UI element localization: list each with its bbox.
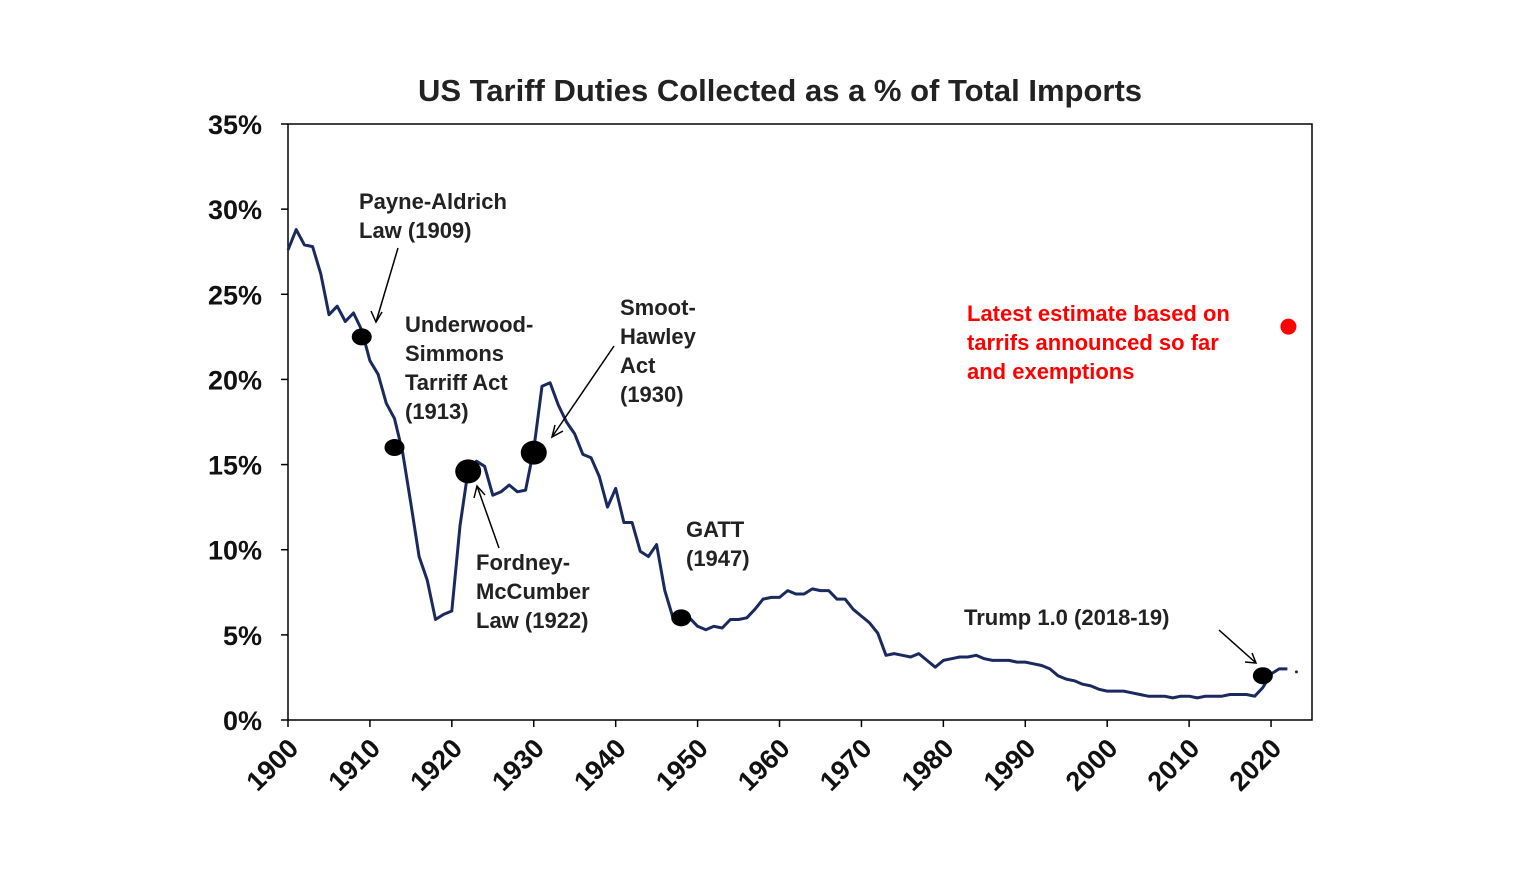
y-tick-label: 10% [208, 536, 262, 566]
series-end-point [1294, 670, 1298, 674]
latest-estimate-dot [1280, 318, 1297, 335]
arrowhead-trump [1244, 652, 1258, 664]
plot-area [287, 123, 1313, 721]
chart-title: US Tariff Duties Collected as a % of Tot… [418, 73, 1142, 108]
annotation-fordney-mccumber: Fordney- McCumber Law (1922) [476, 550, 596, 633]
arrow-trump [1218, 629, 1257, 664]
annotation-smoot-hawley: Smoot- Hawley Act (1930) [620, 295, 702, 407]
x-tick-label: 1960 [732, 733, 796, 797]
y-tick-label: 5% [223, 621, 262, 651]
event-marker [351, 328, 372, 346]
y-tick-label: 25% [208, 280, 262, 310]
y-tick-label: 30% [208, 195, 262, 225]
x-tick-label: 2000 [1060, 733, 1124, 797]
y-tick-label: 0% [223, 706, 262, 736]
arrow-smoot-hawley [551, 345, 615, 438]
arrowhead-fordney-mccumber [473, 484, 486, 499]
arrow-payne-aldrich [375, 247, 399, 323]
y-tick-label: 20% [208, 365, 262, 395]
y-tick-label: 35% [208, 110, 262, 140]
annotation-latest-estimate: Latest estimate based on tarrifs announc… [967, 301, 1236, 384]
series-line [286, 228, 1288, 700]
x-tick-label: 2010 [1142, 733, 1206, 797]
event-marker [1252, 667, 1273, 685]
y-tick-label: 15% [208, 451, 262, 481]
annotation-trump: Trump 1.0 (2018-19) [964, 605, 1169, 630]
annotation-gatt: GATT (1947) [686, 517, 750, 571]
event-marker [384, 439, 405, 457]
event-markers [351, 328, 1298, 685]
event-marker [671, 609, 692, 627]
y-axis: 0% 5% 10% 15% 20% 25% 30% 35% [208, 110, 288, 736]
x-tick-label: 1950 [650, 733, 714, 797]
x-tick-label: 1910 [322, 733, 386, 797]
event-marker [455, 459, 482, 484]
x-tick-label: 1980 [896, 733, 960, 797]
annotation-payne-aldrich: Payne-Aldrich Law (1909) [359, 189, 513, 243]
arrowhead-smoot-hawley [550, 424, 564, 439]
x-tick-label: 2020 [1224, 733, 1288, 797]
annotation-underwood-simmons: Underwood- Simmons Tarriff Act (1913) [405, 312, 539, 424]
x-tick-label: 1940 [568, 733, 632, 797]
arrowhead-payne-aldrich [370, 310, 383, 324]
x-tick-label: 1990 [978, 733, 1042, 797]
x-tick-label: 1900 [241, 733, 305, 797]
annotation-arrows [370, 247, 1258, 664]
x-tick-label: 1930 [486, 733, 550, 797]
x-tick-label: 1970 [814, 733, 878, 797]
event-marker [520, 440, 547, 465]
x-tick-label: 1920 [404, 733, 468, 797]
arrow-fordney-mccumber [476, 485, 500, 549]
x-axis: 1900 1910 1920 1930 1940 1950 1960 1970 1980 1990… [241, 720, 1288, 797]
